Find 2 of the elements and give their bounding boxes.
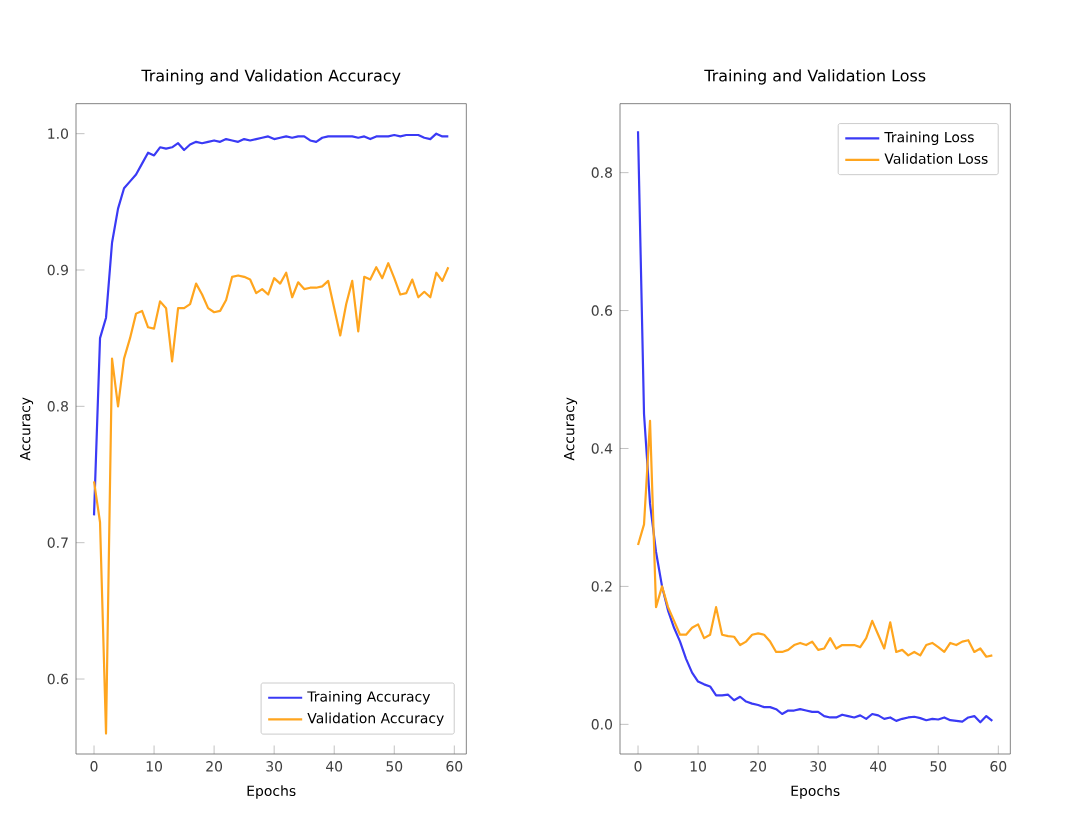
line-series [92,262,450,735]
line-series [636,130,994,724]
